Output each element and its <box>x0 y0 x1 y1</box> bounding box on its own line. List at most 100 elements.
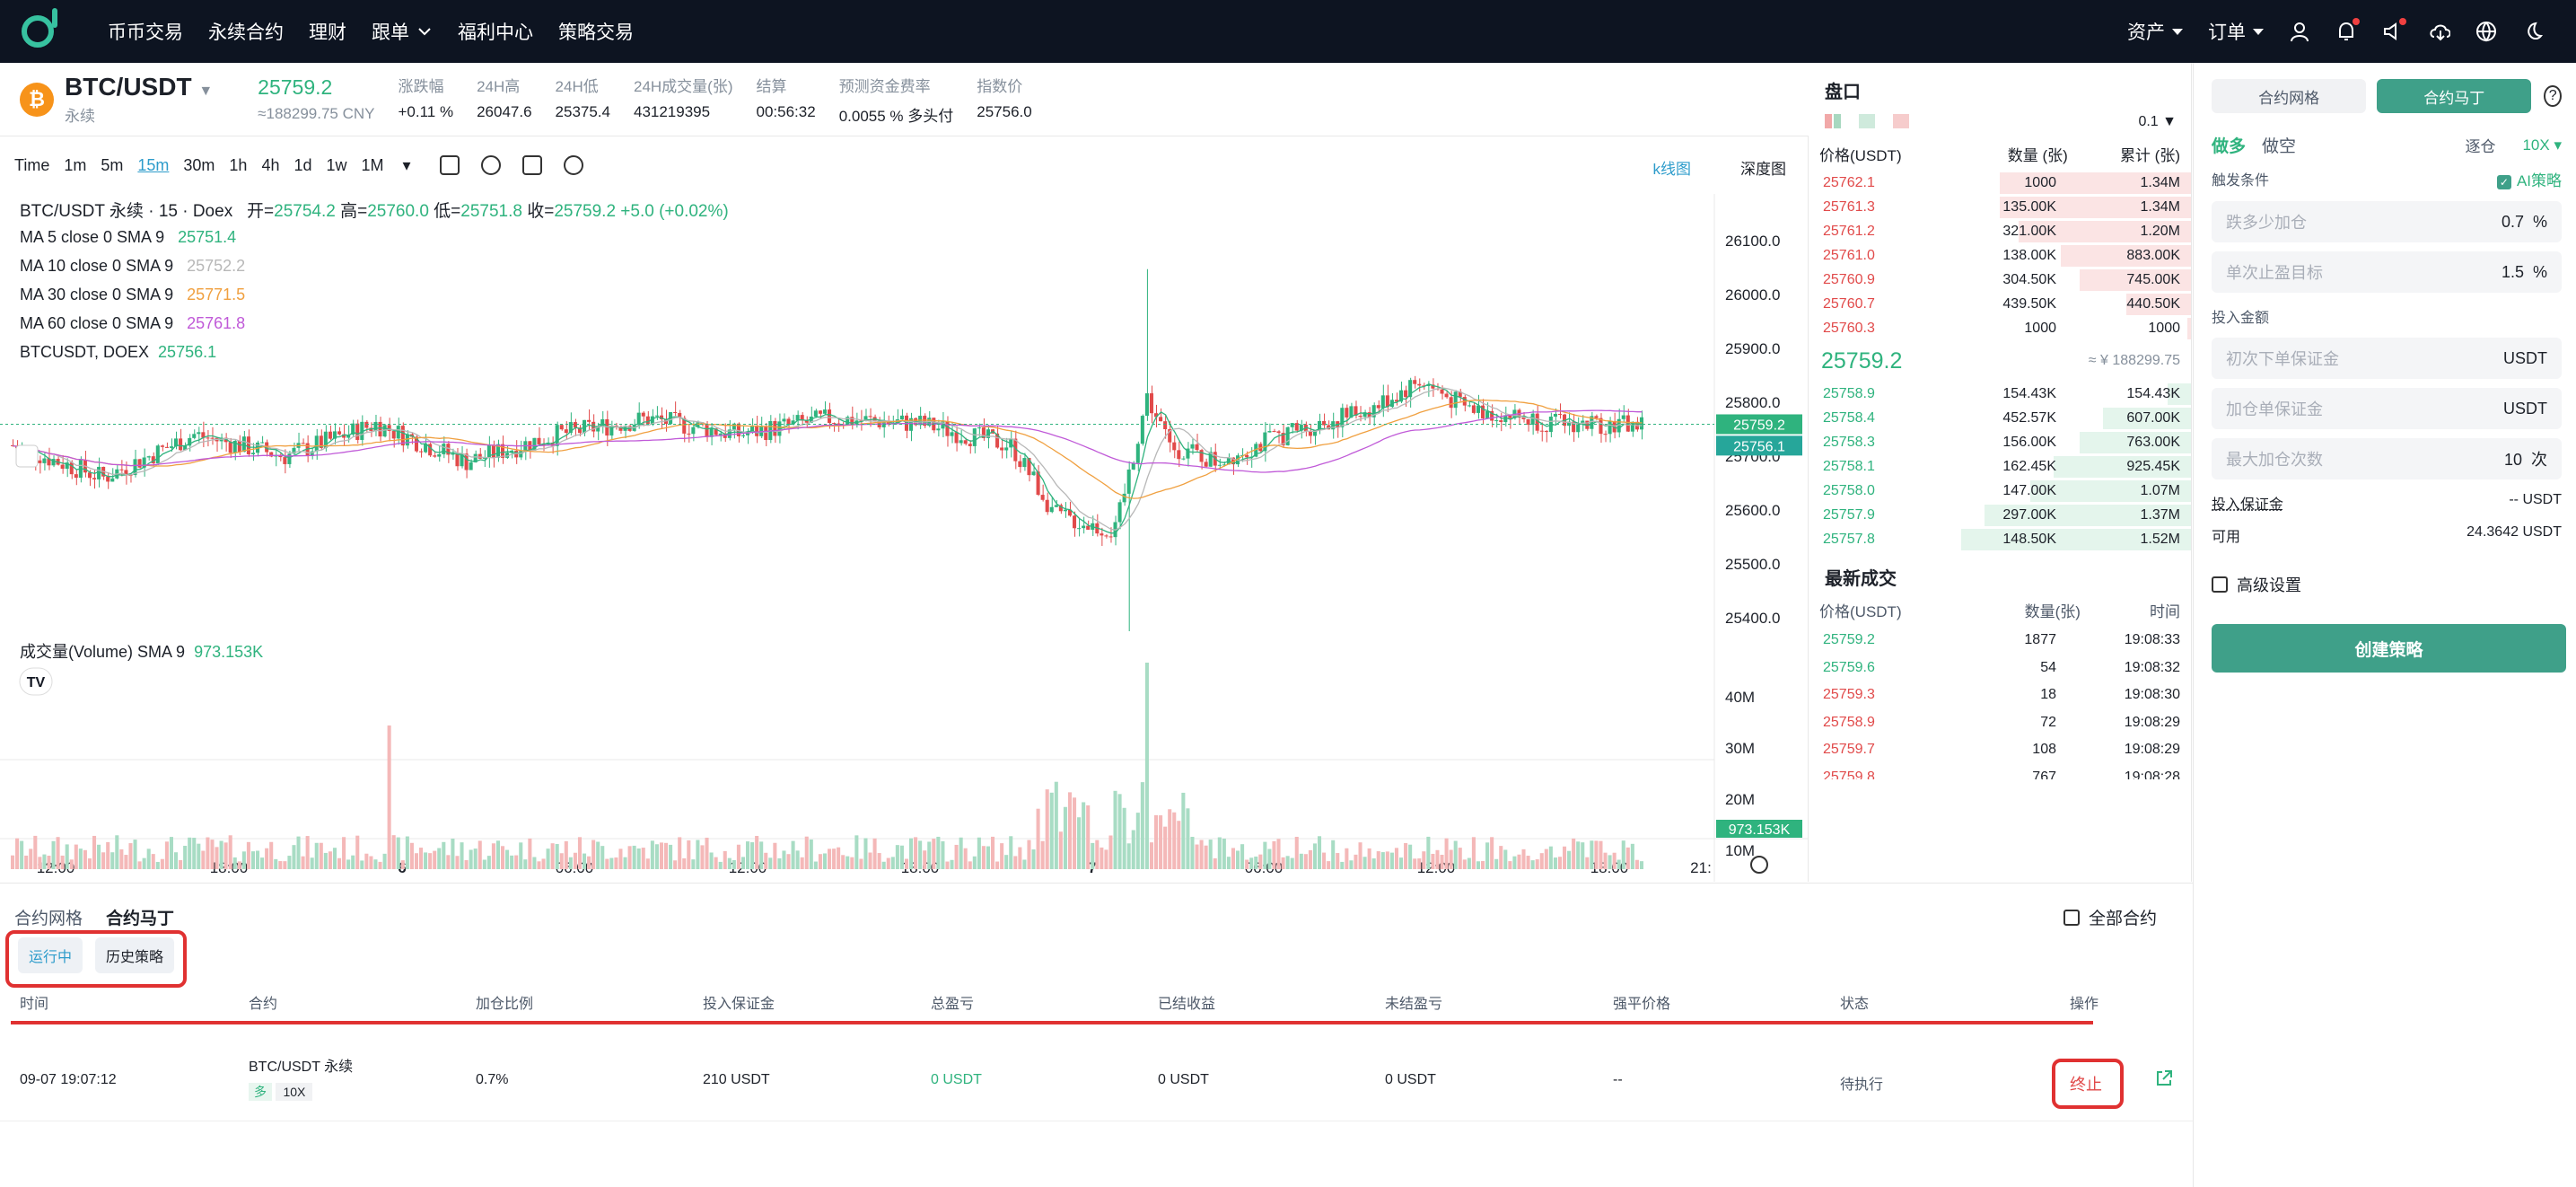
chevron-up-icon[interactable] <box>15 444 39 468</box>
orders-menu[interactable]: 订单 <box>2208 18 2264 45</box>
trade-cell: 72 <box>2040 714 2056 730</box>
bell-icon[interactable] <box>2335 18 2360 42</box>
ask-row[interactable]: 25761.0 138.00K 883.00K <box>1809 243 2191 268</box>
timeframe-time[interactable]: Time <box>14 155 50 174</box>
timeframe-4h[interactable]: 4h <box>261 155 280 174</box>
candle-body <box>1131 462 1135 470</box>
short-button[interactable]: 做空 <box>2262 137 2297 156</box>
candle-body <box>1049 506 1054 513</box>
fullscreen-icon[interactable] <box>521 155 542 175</box>
volume-bar <box>950 859 954 869</box>
all-contracts-toggle[interactable]: 全部合约 <box>2063 905 2157 929</box>
bid-row[interactable]: 25757.8 148.50K 1.52M <box>1809 527 2191 551</box>
volume-bar <box>886 857 890 869</box>
bid-row[interactable]: 25758.0 147.00K 1.07M <box>1809 479 2191 503</box>
add-margin-input[interactable]: 加仓单保证金 USDT <box>2212 388 2562 429</box>
volume-bar <box>164 841 169 869</box>
volume-bar <box>1408 844 1413 869</box>
settings-icon[interactable] <box>480 155 501 175</box>
tab-bottom-martin[interactable]: 合约马丁 <box>106 910 175 928</box>
nav-rewards[interactable]: 福利中心 <box>458 22 533 43</box>
nav-copy-trading[interactable]: 跟单 <box>372 18 433 45</box>
trade-cell: 19:08:33 <box>2124 632 2180 648</box>
margin-mode[interactable]: 逐仓 <box>2465 138 2496 155</box>
timeframe-1m[interactable]: 1m <box>64 155 87 174</box>
candle-body <box>541 444 546 445</box>
volume-bar <box>1181 792 1186 869</box>
indicator-icon[interactable] <box>439 155 460 175</box>
drop-percent-input[interactable]: 跌多少加仓 0.7 % <box>2212 201 2562 242</box>
ask-row[interactable]: 25761.3 135.00K 1.34M <box>1809 195 2191 219</box>
candle-body <box>1004 447 1009 451</box>
ask-row[interactable]: 25760.7 439.50K 440.50K <box>1809 292 2191 316</box>
share-icon[interactable] <box>2154 1068 2174 1093</box>
tab-contract-grid[interactable]: 合约网格 <box>2212 79 2367 113</box>
nav-perpetual[interactable]: 永续合约 <box>208 22 284 43</box>
volume-bar <box>455 856 460 869</box>
doex-logo[interactable] <box>22 8 57 48</box>
bid-row[interactable]: 25758.4 452.57K 607.00K <box>1809 406 2191 430</box>
ask-row[interactable]: 25760.9 304.50K 745.00K <box>1809 268 2191 292</box>
gear-icon[interactable] <box>1750 856 1768 874</box>
initial-margin-input[interactable]: 初次下单保证金 USDT <box>2212 338 2562 379</box>
candle-body <box>360 421 364 440</box>
download-icon[interactable] <box>2429 21 2450 42</box>
candle-body <box>1308 431 1312 436</box>
asks-only-icon[interactable] <box>1893 114 1909 128</box>
terminate-button[interactable]: 终止 <box>2070 1076 2102 1094</box>
precision-select[interactable]: 0.1 ▼ <box>2138 114 2177 129</box>
table-header-cell: 加仓比例 <box>476 997 534 1012</box>
announcement-icon[interactable] <box>2382 18 2406 42</box>
ai-strategy-toggle[interactable]: ✓ AI策略 <box>2496 168 2562 190</box>
volume-bar <box>1634 859 1639 869</box>
candle-body <box>691 426 696 435</box>
timeframe-1w[interactable]: 1w <box>326 155 347 174</box>
bid-row[interactable]: 25757.9 297.00K 1.37M <box>1809 503 2191 527</box>
timeframe-5m[interactable]: 5m <box>101 155 124 174</box>
ask-row[interactable]: 25760.3 1000 1000 <box>1809 316 2191 340</box>
timeframe-1d[interactable]: 1d <box>294 155 312 174</box>
help-icon[interactable]: ? <box>2544 85 2562 107</box>
ask-row[interactable]: 25762.1 1000 1.34M <box>1809 171 2191 195</box>
leverage-select[interactable]: 10X ▾ <box>2522 136 2562 154</box>
moon-icon[interactable] <box>2522 21 2544 42</box>
volume-bar <box>700 845 705 869</box>
take-profit-input[interactable]: 单次止盈目标 1.5 % <box>2212 251 2562 293</box>
nav-strategy[interactable]: 策略交易 <box>558 22 634 43</box>
max-adds-input[interactable]: 最大加仓次数 10 次 <box>2212 438 2562 479</box>
pair-selector[interactable]: BTC/USDT ▼ 永续 <box>65 73 214 125</box>
user-icon[interactable] <box>2289 21 2310 42</box>
subtab-running[interactable]: 运行中 <box>18 937 83 973</box>
subtab-history[interactable]: 历史策略 <box>95 937 175 973</box>
tab-contract-martin[interactable]: 合约马丁 <box>2377 79 2532 113</box>
depth-view-link[interactable]: 深度图 <box>1740 161 1786 178</box>
nav-spot[interactable]: 币币交易 <box>108 22 183 43</box>
candlestick-plot[interactable]: 26100.026000.025900.025800.025700.025600… <box>0 194 1809 882</box>
assets-menu[interactable]: 资产 <box>2127 18 2183 45</box>
tab-bottom-grid[interactable]: 合约网格 <box>14 910 83 928</box>
crosshair-icon[interactable] <box>563 155 583 175</box>
volume-bar <box>1612 852 1617 869</box>
globe-icon[interactable] <box>2475 21 2497 42</box>
timeframe-30m[interactable]: 30m <box>183 155 215 174</box>
timeframe-15m[interactable]: 15m <box>137 155 170 174</box>
nav-finance[interactable]: 理财 <box>309 22 346 43</box>
candle-body <box>1063 509 1067 512</box>
kline-view-link[interactable]: k线图 <box>1652 161 1692 178</box>
advanced-settings-toggle[interactable]: 高级设置 <box>2194 573 2576 596</box>
candle-body <box>473 453 478 462</box>
long-button[interactable]: 做多 <box>2212 137 2247 156</box>
bid-row[interactable]: 25758.3 156.00K 763.00K <box>1809 430 2191 454</box>
volume-bar <box>659 842 663 869</box>
timeframe-1h[interactable]: 1h <box>229 155 248 174</box>
candle-body <box>323 431 328 448</box>
volume-bar <box>219 840 223 869</box>
create-strategy-button[interactable]: 创建策略 <box>2212 624 2566 673</box>
cell-status: 待执行 <box>1840 1077 1884 1093</box>
bid-row[interactable]: 25758.1 162.45K 925.45K <box>1809 454 2191 479</box>
ask-row[interactable]: 25761.2 321.00K 1.20M <box>1809 219 2191 243</box>
both-sides-icon[interactable] <box>1825 114 1841 128</box>
timeframe-1M[interactable]: 1M ▾ <box>361 155 411 174</box>
bid-row[interactable]: 25758.9 154.43K 154.43K <box>1809 382 2191 406</box>
bids-only-icon[interactable] <box>1859 114 1875 128</box>
